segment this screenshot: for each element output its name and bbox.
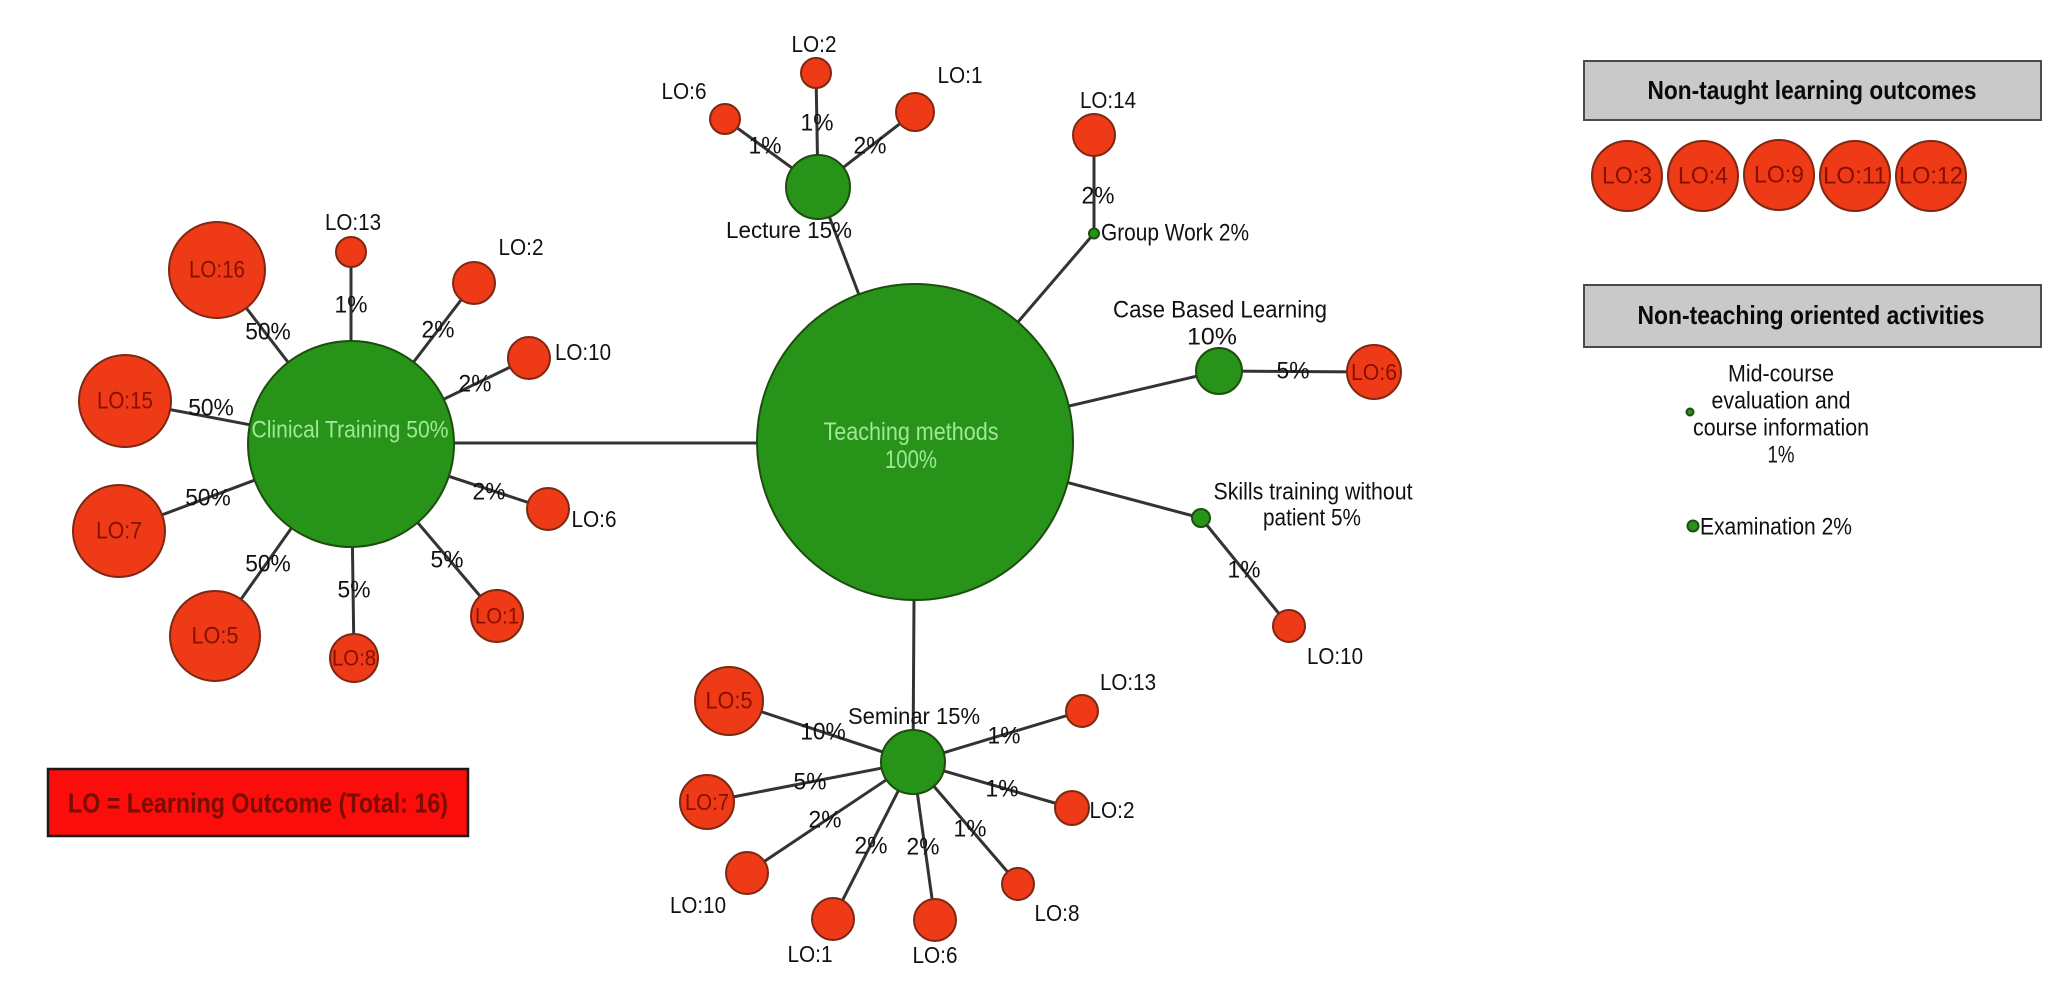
svg-text:1%: 1%	[749, 133, 782, 160]
svg-text:Non-teaching oriented activiti: Non-teaching oriented activities	[1638, 300, 1985, 330]
svg-text:1%: 1%	[1768, 442, 1795, 469]
svg-text:1%: 1%	[954, 816, 987, 843]
svg-text:LO:9: LO:9	[1754, 162, 1804, 189]
svg-text:LO:13: LO:13	[325, 209, 381, 235]
svg-text:Lecture 15%: Lecture 15%	[726, 217, 852, 243]
svg-text:50%: 50%	[185, 485, 231, 512]
svg-text:LO:14: LO:14	[1080, 87, 1136, 113]
svg-text:LO:6: LO:6	[572, 506, 617, 532]
svg-text:10%: 10%	[800, 719, 846, 746]
svg-text:Non-taught learning outcomes: Non-taught learning outcomes	[1648, 75, 1977, 105]
svg-text:2%: 2%	[422, 317, 455, 344]
svg-text:Case Based Learning: Case Based Learning	[1113, 297, 1327, 324]
svg-text:LO:11: LO:11	[1823, 163, 1887, 190]
svg-text:LO:8: LO:8	[1035, 900, 1080, 926]
svg-text:Clinical Training 50%: Clinical Training 50%	[252, 417, 449, 444]
svg-text:10%: 10%	[1187, 324, 1237, 351]
svg-text:2%: 2%	[809, 807, 842, 834]
svg-text:Seminar 15%: Seminar 15%	[848, 703, 980, 729]
svg-text:Mid-course: Mid-course	[1728, 361, 1834, 388]
svg-text:LO:6: LO:6	[1351, 359, 1397, 385]
svg-text:LO:10: LO:10	[670, 892, 726, 918]
svg-text:2%: 2%	[459, 371, 492, 398]
svg-text:5%: 5%	[794, 769, 827, 796]
svg-text:LO:10: LO:10	[1307, 643, 1363, 669]
svg-text:2%: 2%	[854, 133, 887, 160]
svg-text:LO:2: LO:2	[1090, 797, 1135, 823]
svg-text:Group Work 2%: Group Work 2%	[1101, 220, 1249, 247]
svg-text:1%: 1%	[1228, 557, 1261, 584]
svg-text:Examination 2%: Examination 2%	[1700, 514, 1852, 541]
svg-text:LO:7: LO:7	[96, 518, 142, 545]
svg-text:LO:10: LO:10	[555, 339, 611, 365]
svg-text:LO:16: LO:16	[189, 257, 245, 284]
svg-text:LO:2: LO:2	[499, 234, 544, 260]
svg-text:1%: 1%	[801, 110, 834, 137]
svg-text:LO:5: LO:5	[192, 623, 239, 650]
svg-text:LO:12: LO:12	[1899, 163, 1963, 190]
svg-text:course information: course information	[1693, 415, 1869, 442]
svg-text:50%: 50%	[245, 551, 291, 578]
svg-text:LO:1: LO:1	[938, 62, 983, 88]
svg-text:LO:2: LO:2	[792, 31, 837, 57]
svg-text:LO:6: LO:6	[913, 942, 958, 968]
svg-text:LO:6: LO:6	[662, 78, 707, 104]
svg-text:1%: 1%	[986, 776, 1019, 803]
svg-text:1%: 1%	[335, 292, 368, 319]
svg-text:LO:1: LO:1	[788, 941, 833, 967]
svg-text:5%: 5%	[1277, 358, 1310, 385]
svg-text:50%: 50%	[245, 319, 291, 346]
svg-text:evaluation and: evaluation and	[1712, 388, 1851, 415]
svg-text:Skills training without: Skills training without	[1214, 479, 1413, 506]
svg-text:LO:13: LO:13	[1100, 669, 1156, 695]
svg-text:1%: 1%	[988, 723, 1021, 750]
svg-text:LO:3: LO:3	[1602, 163, 1652, 190]
svg-text:LO = Learning Outcome (Total:: LO = Learning Outcome (Total: 16)	[68, 788, 448, 819]
svg-text:50%: 50%	[188, 395, 234, 422]
svg-text:2%: 2%	[1082, 183, 1115, 210]
svg-text:LO:15: LO:15	[97, 388, 153, 415]
svg-text:patient 5%: patient 5%	[1263, 505, 1361, 532]
svg-text:2%: 2%	[855, 833, 888, 860]
svg-text:5%: 5%	[431, 547, 464, 574]
svg-text:100%: 100%	[885, 446, 937, 474]
svg-text:LO:1: LO:1	[475, 604, 519, 629]
svg-text:LO:5: LO:5	[706, 688, 753, 715]
svg-text:LO:7: LO:7	[685, 789, 729, 815]
svg-text:5%: 5%	[338, 577, 371, 604]
svg-text:2%: 2%	[907, 834, 940, 861]
svg-text:Teaching methods: Teaching methods	[824, 418, 999, 446]
svg-text:2%: 2%	[473, 479, 506, 506]
svg-text:LO:4: LO:4	[1678, 163, 1728, 190]
svg-text:LO:8: LO:8	[332, 646, 376, 671]
